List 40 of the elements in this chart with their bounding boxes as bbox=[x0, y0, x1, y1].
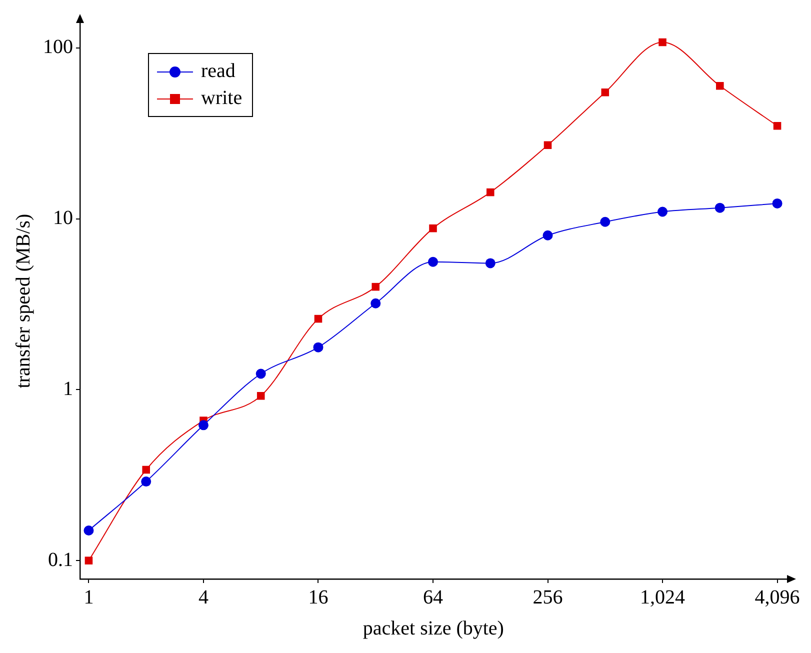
point bbox=[542, 230, 553, 240]
point bbox=[256, 368, 266, 379]
legend-label: read bbox=[201, 59, 236, 84]
point bbox=[601, 88, 610, 96]
x-tick-label: 4,096 bbox=[754, 586, 800, 608]
point bbox=[772, 198, 782, 208]
x-tick-label: 4 bbox=[198, 586, 208, 608]
point bbox=[600, 216, 610, 227]
x-axis-title: packet size (byte) bbox=[362, 617, 504, 640]
x-tick-label: 256 bbox=[532, 586, 563, 608]
point bbox=[198, 420, 208, 430]
y-tick-label: 10 bbox=[53, 207, 73, 230]
point bbox=[372, 282, 380, 291]
point bbox=[84, 556, 93, 564]
y-tick-label: 100 bbox=[43, 36, 73, 58]
point bbox=[714, 202, 725, 213]
point bbox=[370, 298, 381, 308]
point bbox=[773, 122, 782, 130]
point bbox=[141, 476, 152, 487]
y-axis-title: transfer speed (MB/s) bbox=[12, 214, 34, 388]
point bbox=[486, 188, 494, 196]
x-tick-label: 64 bbox=[423, 586, 443, 608]
point bbox=[84, 525, 94, 536]
point bbox=[428, 256, 438, 267]
point bbox=[544, 141, 552, 150]
point bbox=[314, 314, 322, 323]
point bbox=[485, 258, 496, 268]
point bbox=[256, 392, 265, 400]
point bbox=[658, 38, 666, 46]
point bbox=[429, 224, 437, 232]
point bbox=[142, 466, 150, 474]
y-tick-label: 1 bbox=[63, 378, 73, 400]
x-tick-label: 1 bbox=[84, 586, 94, 608]
legend-label: write bbox=[201, 86, 242, 111]
point bbox=[658, 206, 668, 217]
point bbox=[313, 342, 324, 352]
point bbox=[716, 82, 724, 90]
x-tick-label: 16 bbox=[308, 586, 328, 608]
y-tick-label: 0.1 bbox=[48, 548, 73, 571]
x-tick-label: 1,024 bbox=[640, 586, 686, 608]
